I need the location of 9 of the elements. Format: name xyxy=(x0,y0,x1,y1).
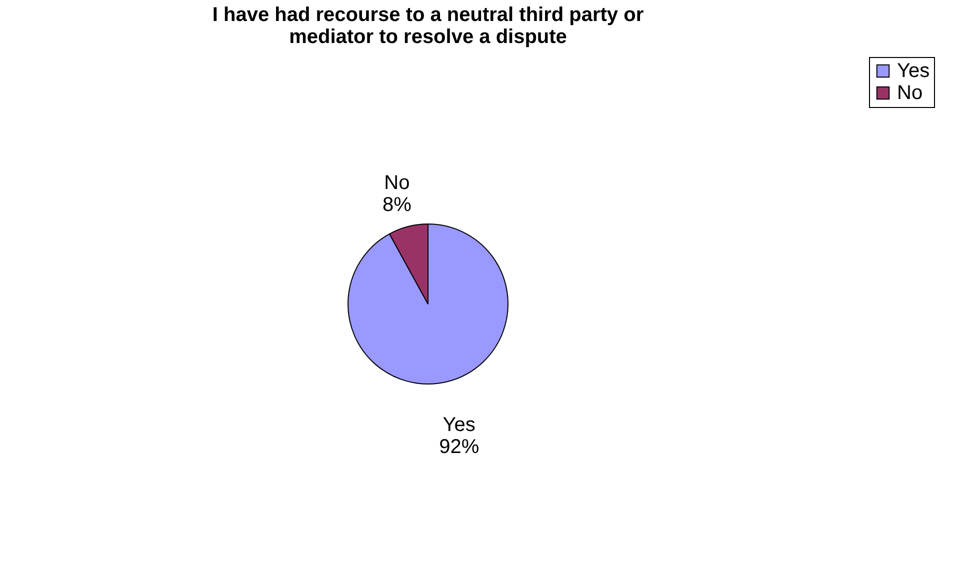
slice-label: Yes xyxy=(442,414,476,436)
legend-label: No xyxy=(897,82,923,104)
pie-slice xyxy=(348,224,508,384)
slice-label: No xyxy=(384,172,410,194)
data-label: 8% xyxy=(382,194,412,216)
data-label: 92% xyxy=(439,436,480,458)
legend-label: Yes xyxy=(897,60,930,82)
text: mediator to resolve a dispute xyxy=(289,26,567,48)
text: I have had recourse to a neutral third party or xyxy=(212,4,644,26)
